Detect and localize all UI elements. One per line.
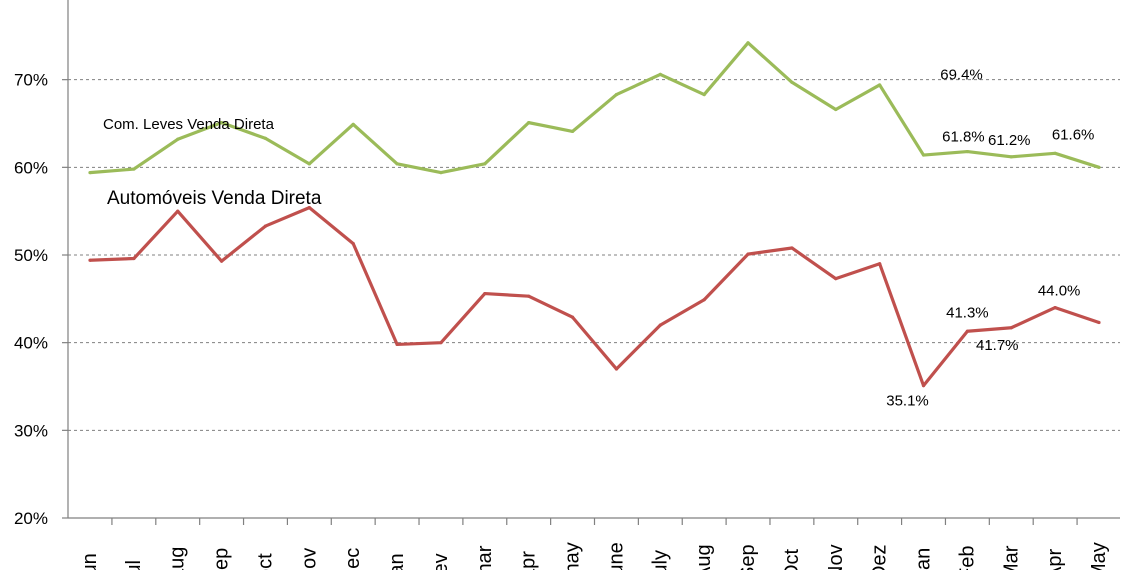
y-tick-label: 20% [14,509,48,528]
x-tick-label: aug [167,547,189,570]
data-point [834,107,838,112]
data-point [263,136,268,141]
x-tick-label: dec [342,548,364,570]
series-line-1 [89,41,1100,175]
data-label: 35.1% [886,393,929,410]
x-tick-label: oct [254,553,276,570]
series-lines [88,41,1101,388]
x-tick-label: May [1088,542,1110,570]
data-point [878,262,882,266]
x-tick-label: Jan [913,548,935,570]
data-point [1009,155,1013,159]
x-tick-label: mar [474,545,496,570]
data-point [1097,320,1101,325]
data-point [351,242,355,246]
data-point [351,122,355,126]
data-point [790,80,794,84]
data-point [921,153,926,157]
y-tick-label: 70% [14,71,48,90]
x-tick-label: Oct [781,548,803,570]
data-point [176,137,180,141]
data-point [834,277,838,281]
data-point [88,170,92,175]
y-tick-labels: 20% 30% 40% 50% 60% 70% [14,71,48,528]
data-point [439,170,443,175]
data-point [614,92,619,97]
data-point [527,294,531,298]
x-tick-label: Apr [1044,549,1066,570]
gridlines [68,79,1120,431]
data-point [658,323,662,327]
x-tick-label: june [605,542,627,570]
series-line-2 [89,206,1100,388]
data-point [483,291,487,296]
series-name-labels: Com. Leves Venda Direta Automóveis Venda … [103,116,322,209]
x-tick-label: jun [79,553,101,570]
data-point [88,258,92,262]
data-point [527,121,531,125]
data-label: 41.7% [976,337,1019,354]
x-tick-label: apr [518,551,540,570]
data-point [307,162,311,166]
data-point [965,149,969,154]
data-point [395,162,399,166]
data-point [790,246,794,250]
data-point [570,315,575,319]
y-tick-label: 30% [14,421,48,440]
data-point [220,121,224,125]
data-label: 61.6% [1052,126,1095,143]
data-point [921,384,926,388]
x-tick-label: jul [123,560,145,570]
data-point [1097,165,1101,169]
data-label: 44.0% [1038,283,1081,300]
x-tick-label: may [562,542,584,570]
x-tick-label: Nov [825,544,847,570]
data-point [483,162,487,166]
x-tick-label: Feb [956,546,978,570]
data-label: 41.3% [946,304,989,321]
data-labels: 69.4% 61.8% 61.2% 61.6% 35.1% 41.3% 41.7% 44.0% [886,67,1094,410]
x-tick-label: july [649,550,671,570]
x-tick-label: sep [211,548,233,570]
x-tick-label: Dez [869,544,891,570]
axes [62,0,1120,525]
data-point [263,224,268,228]
data-point [1053,306,1057,310]
data-label: 69.4% [940,67,983,84]
data-label: 61.2% [988,132,1031,149]
y-tick-label: 40% [14,334,48,353]
x-tick-labels: jun jul aug sep oct nov dec jan fev mar apr may june… [79,542,1110,570]
y-tick-label: 60% [14,158,48,177]
x-tick-label: Mar [1000,545,1022,570]
data-point [1009,326,1013,330]
data-point [220,259,224,263]
data-point [176,209,180,213]
data-point [439,341,443,345]
data-point [132,256,136,261]
series-name-label: Com. Leves Venda Direta [103,116,275,133]
data-point [307,206,311,210]
data-point [570,129,575,133]
data-label: 61.8% [942,129,985,146]
data-point [614,367,619,371]
data-point [746,41,750,45]
data-point [658,72,662,77]
x-tick-label: Aug [693,544,715,570]
data-point [702,92,706,97]
data-point [965,329,969,333]
data-point [878,83,882,87]
data-point [132,167,136,171]
x-tick-label: jan [386,553,408,570]
data-point [702,298,706,302]
x-tick-label: fev [430,553,452,570]
x-tick-label: Sep [737,544,759,570]
series-name-label: Automóveis Venda Direta [107,188,322,209]
data-point [746,252,750,256]
data-point [395,342,399,347]
data-point [1053,151,1057,155]
y-tick-label: 50% [14,246,48,265]
x-tick-label: nov [298,548,320,570]
